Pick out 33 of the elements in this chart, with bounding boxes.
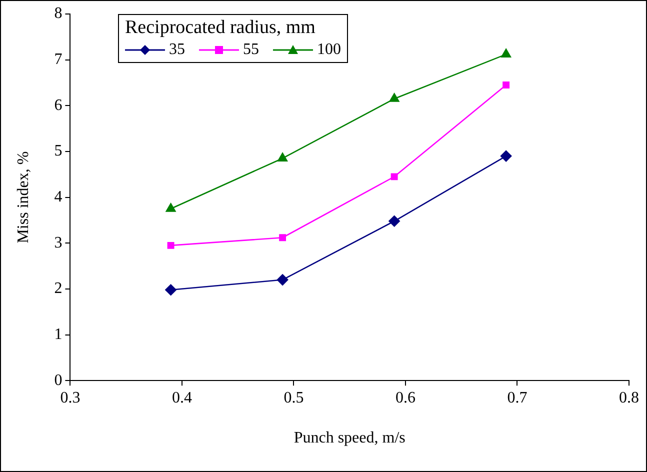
y-tick-label: 0 bbox=[54, 372, 62, 389]
y-tick-label: 2 bbox=[54, 280, 62, 298]
y-tick-label: 1 bbox=[54, 326, 62, 343]
x-tick-label: 0.3 bbox=[60, 389, 80, 406]
point bbox=[278, 152, 288, 162]
x-tick-label: 0.7 bbox=[507, 389, 528, 406]
point bbox=[279, 234, 286, 242]
point bbox=[388, 215, 400, 227]
x-tick-label: 0.8 bbox=[619, 389, 639, 406]
point bbox=[501, 48, 512, 58]
point bbox=[165, 284, 176, 296]
legend-label: 35 bbox=[169, 41, 185, 59]
point bbox=[500, 150, 512, 162]
point bbox=[389, 93, 400, 102]
x-tick-label: 0.6 bbox=[395, 389, 416, 406]
y-tick-label: 4 bbox=[54, 188, 62, 206]
point bbox=[502, 82, 510, 89]
y-tick-label: 8 bbox=[54, 5, 62, 22]
legend-label: 100 bbox=[317, 41, 341, 59]
y-axis-title: Miss index, % bbox=[14, 151, 32, 244]
y-tick-label: 5 bbox=[54, 142, 62, 160]
x-tick-label: 0.5 bbox=[284, 389, 304, 406]
x-tick-label: 0.4 bbox=[172, 389, 192, 406]
legend-title: Reciprocated radius, mm bbox=[125, 17, 316, 39]
point bbox=[390, 173, 398, 180]
y-tick-label: 6 bbox=[54, 96, 62, 114]
x-axis-title: Punch speed, m/s bbox=[294, 430, 406, 447]
legend-label: 55 bbox=[243, 41, 259, 59]
y-tick-label: 7 bbox=[54, 51, 62, 68]
y-tick-label: 3 bbox=[54, 234, 62, 252]
point bbox=[276, 274, 288, 286]
point bbox=[167, 242, 174, 249]
point bbox=[166, 203, 176, 212]
